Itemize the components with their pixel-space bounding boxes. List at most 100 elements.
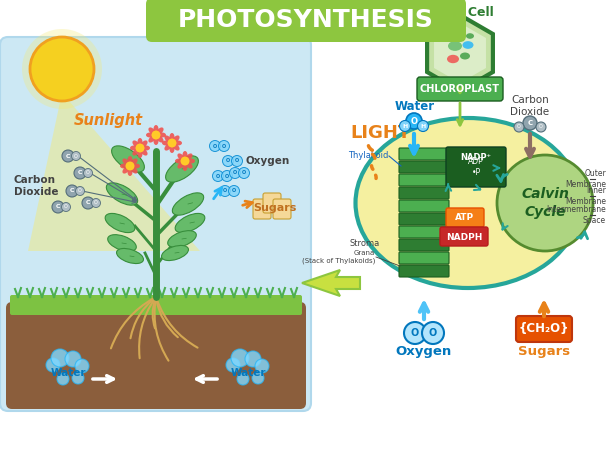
Circle shape bbox=[255, 359, 269, 373]
FancyBboxPatch shape bbox=[417, 77, 503, 101]
Text: C: C bbox=[70, 189, 74, 193]
Text: {CH₂O}: {CH₂O} bbox=[519, 322, 569, 336]
Ellipse shape bbox=[120, 164, 128, 169]
Polygon shape bbox=[28, 93, 200, 251]
Circle shape bbox=[223, 156, 234, 166]
Circle shape bbox=[230, 167, 241, 179]
Text: O: O bbox=[216, 174, 220, 179]
Ellipse shape bbox=[108, 235, 136, 251]
Text: C: C bbox=[78, 170, 82, 175]
Ellipse shape bbox=[149, 136, 155, 143]
Text: Water: Water bbox=[395, 100, 435, 112]
FancyBboxPatch shape bbox=[399, 187, 449, 199]
Circle shape bbox=[514, 122, 524, 132]
Text: ATP: ATP bbox=[455, 212, 474, 221]
Circle shape bbox=[22, 29, 102, 109]
Text: Thylakoid: Thylakoid bbox=[348, 152, 388, 161]
Circle shape bbox=[181, 156, 190, 166]
Text: O: O bbox=[222, 143, 226, 148]
Text: Sunlight: Sunlight bbox=[73, 114, 143, 129]
Circle shape bbox=[422, 322, 444, 344]
Ellipse shape bbox=[173, 144, 179, 151]
Circle shape bbox=[92, 198, 100, 207]
Ellipse shape bbox=[105, 213, 135, 233]
FancyBboxPatch shape bbox=[516, 316, 572, 342]
Ellipse shape bbox=[138, 150, 143, 158]
FancyBboxPatch shape bbox=[446, 147, 506, 187]
FancyBboxPatch shape bbox=[440, 227, 488, 246]
FancyBboxPatch shape bbox=[399, 161, 449, 173]
Ellipse shape bbox=[165, 144, 171, 151]
Text: Intermembrane
Space: Intermembrane Space bbox=[547, 205, 606, 225]
Ellipse shape bbox=[116, 249, 143, 263]
Circle shape bbox=[57, 373, 69, 385]
Text: C: C bbox=[65, 153, 70, 158]
Text: O: O bbox=[64, 204, 68, 210]
Text: O: O bbox=[225, 174, 229, 179]
Text: Grana
(Stack of Thylakoids): Grana (Stack of Thylakoids) bbox=[302, 250, 375, 264]
Text: C: C bbox=[86, 201, 90, 206]
Ellipse shape bbox=[170, 145, 174, 153]
Circle shape bbox=[218, 141, 230, 152]
Circle shape bbox=[209, 141, 220, 152]
Text: Calvin
Cycle: Calvin Cycle bbox=[521, 187, 569, 219]
Circle shape bbox=[30, 37, 94, 101]
Ellipse shape bbox=[186, 153, 193, 160]
Text: H: H bbox=[420, 124, 425, 129]
FancyBboxPatch shape bbox=[399, 200, 449, 212]
Ellipse shape bbox=[173, 135, 179, 142]
Ellipse shape bbox=[154, 137, 159, 145]
Text: Carbon
Dioxide: Carbon Dioxide bbox=[14, 175, 59, 197]
Text: NADPH: NADPH bbox=[446, 233, 482, 241]
FancyBboxPatch shape bbox=[399, 148, 449, 160]
Text: Outer
Membrane: Outer Membrane bbox=[565, 169, 606, 189]
Ellipse shape bbox=[177, 153, 184, 160]
Ellipse shape bbox=[175, 213, 205, 233]
Circle shape bbox=[168, 138, 176, 147]
Ellipse shape bbox=[141, 140, 147, 147]
Circle shape bbox=[228, 185, 239, 197]
Ellipse shape bbox=[146, 133, 154, 138]
Circle shape bbox=[252, 372, 264, 384]
Circle shape bbox=[237, 373, 249, 385]
FancyBboxPatch shape bbox=[446, 208, 484, 227]
Text: O: O bbox=[226, 158, 230, 164]
Ellipse shape bbox=[157, 136, 163, 143]
Ellipse shape bbox=[127, 156, 133, 164]
Circle shape bbox=[417, 120, 428, 132]
Circle shape bbox=[536, 122, 546, 132]
Text: Sugars: Sugars bbox=[253, 203, 297, 213]
Ellipse shape bbox=[132, 140, 139, 147]
FancyBboxPatch shape bbox=[399, 174, 449, 186]
Ellipse shape bbox=[187, 158, 195, 164]
Text: O: O bbox=[78, 189, 82, 193]
Text: O: O bbox=[74, 153, 78, 158]
Circle shape bbox=[72, 152, 81, 161]
Ellipse shape bbox=[454, 35, 462, 41]
Circle shape bbox=[72, 372, 84, 384]
Circle shape bbox=[52, 201, 64, 213]
Circle shape bbox=[125, 161, 135, 170]
Ellipse shape bbox=[186, 162, 193, 169]
Text: O: O bbox=[411, 328, 419, 338]
Text: Plant Cell: Plant Cell bbox=[427, 6, 493, 19]
Circle shape bbox=[74, 167, 86, 179]
Text: O: O bbox=[223, 189, 227, 193]
Text: PHOTOSYNTHESIS: PHOTOSYNTHESIS bbox=[178, 8, 434, 32]
Ellipse shape bbox=[166, 156, 198, 182]
Ellipse shape bbox=[158, 133, 166, 138]
FancyBboxPatch shape bbox=[399, 265, 449, 277]
Ellipse shape bbox=[162, 141, 170, 146]
Ellipse shape bbox=[127, 168, 133, 176]
Ellipse shape bbox=[175, 158, 183, 164]
Circle shape bbox=[82, 197, 94, 209]
Circle shape bbox=[245, 351, 261, 367]
Text: O: O bbox=[94, 201, 98, 206]
Ellipse shape bbox=[132, 149, 139, 156]
Ellipse shape bbox=[149, 128, 155, 134]
FancyBboxPatch shape bbox=[399, 213, 449, 225]
Circle shape bbox=[212, 170, 223, 181]
FancyBboxPatch shape bbox=[6, 302, 306, 409]
Circle shape bbox=[75, 187, 84, 195]
Circle shape bbox=[231, 349, 249, 367]
